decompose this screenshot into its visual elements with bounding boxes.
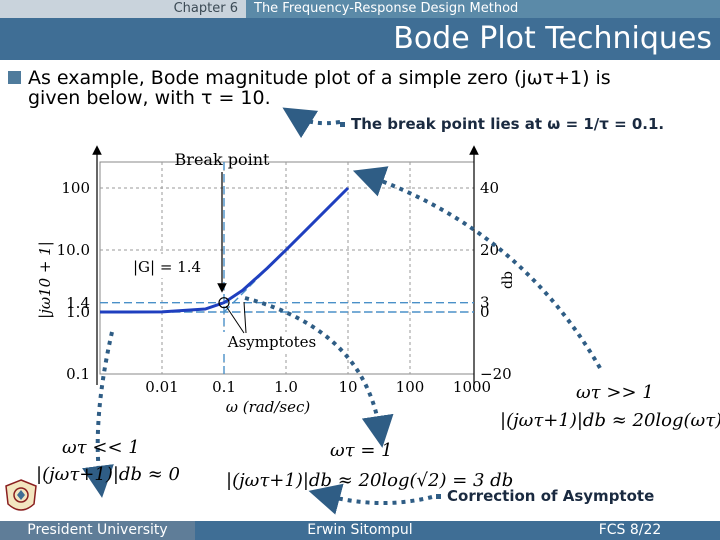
footer-university: President University [0,521,195,540]
right-tick-label: −20 [480,365,512,383]
x-tick-labels: 0.01 0.1 1.0 10 100 1000 [145,378,491,396]
sub-bullet-dot-icon [340,122,345,127]
x-tick-label: 100 [396,378,425,396]
mid-condition: ωτ = 1 [330,440,393,461]
callout-arrow-bullet [282,107,341,139]
break-point-text: The break point lies at ω = 1/τ = 0.1. [351,115,665,133]
right-tick-label: 20 [480,241,499,259]
sub-bullet-correction: Correction of Asymptote [436,487,654,505]
footer-bar: President University Erwin Sitompul FCS … [0,521,720,540]
break-point-label: Break point [175,150,270,169]
asymptotes-label-bg [220,332,326,352]
low-condition: ωτ << 1 [62,437,140,458]
right-tick-label: 0 [480,303,490,321]
chapter-label: Chapter 6 [0,0,246,18]
topic-label: The Frequency-Response Design Method [254,1,519,16]
left-tick-label: 1.4 [66,294,90,312]
right-tick-label: 40 [480,179,499,197]
left-tick-label: 100 [61,179,90,197]
slide-title: Bode Plot Techniques [393,21,712,56]
break-point-marker [218,297,230,309]
sub-bullet-break-point: The break point lies at ω = 1/τ = 0.1. [340,115,664,133]
high-formula: |(jωτ+1)|db ≈ 20log(ωτ) [500,410,720,431]
bullet-square-icon [8,71,21,84]
left-tick-label: 0.1 [66,365,90,383]
asymptotes-label: Asymptotes [227,333,317,351]
mid-formula: |(jωτ+1)|db ≈ 20log(√2) = 3 db [226,470,513,491]
right-axis-label: db [500,271,516,289]
callout-arrow-high [352,166,602,370]
left-tick-label: 10.0 [57,241,90,259]
left-axis-label: |jω10 + 1| [36,241,54,319]
callout-arrow-mid [244,296,394,448]
magnitude-curve [99,186,350,314]
low-formula: |(jωτ+1)|db ≈ 0 [36,464,180,485]
bullet-line-1: As example, Bode magnitude plot of a sim… [28,67,611,89]
top-bar: Chapter 6 The Frequency-Response Design … [0,0,720,18]
right-tick-label: 3 [480,294,490,312]
x-tick-label: 0.1 [212,378,236,396]
correction-text: Correction of Asymptote [447,487,655,505]
bullet-line-2: given below, with τ = 10. [28,87,271,109]
university-logo-icon [5,479,37,511]
g-label-bg [128,254,206,278]
x-tick-label: 1000 [453,378,491,396]
g-label: |G| = 1.4 [133,258,201,276]
footer-page: FCS 8/22 [598,522,662,538]
title-bar: Bode Plot Techniques [0,18,720,60]
asymptote-pointer-2 [243,301,247,334]
asymptote-pointer-1 [225,305,245,334]
x-axis-label: ω (rad/sec) [226,398,311,416]
main-bullet: As example, Bode magnitude plot of a sim… [8,68,712,108]
x-tick-label: 0.01 [145,378,178,396]
x-tick-label: 1.0 [274,378,298,396]
sub-bullet-dot-icon [436,494,441,499]
left-tick-label: 1.0 [66,303,90,321]
x-tick-label: 10 [338,378,357,396]
high-condition: ωτ >> 1 [576,382,654,403]
callout-arrow-low [82,331,114,498]
left-tick-labels: 100 10.0 1.41.0 0.1 [57,179,90,383]
callout-arrow-correction [308,483,433,515]
footer-author: Erwin Sitompul [307,522,413,538]
